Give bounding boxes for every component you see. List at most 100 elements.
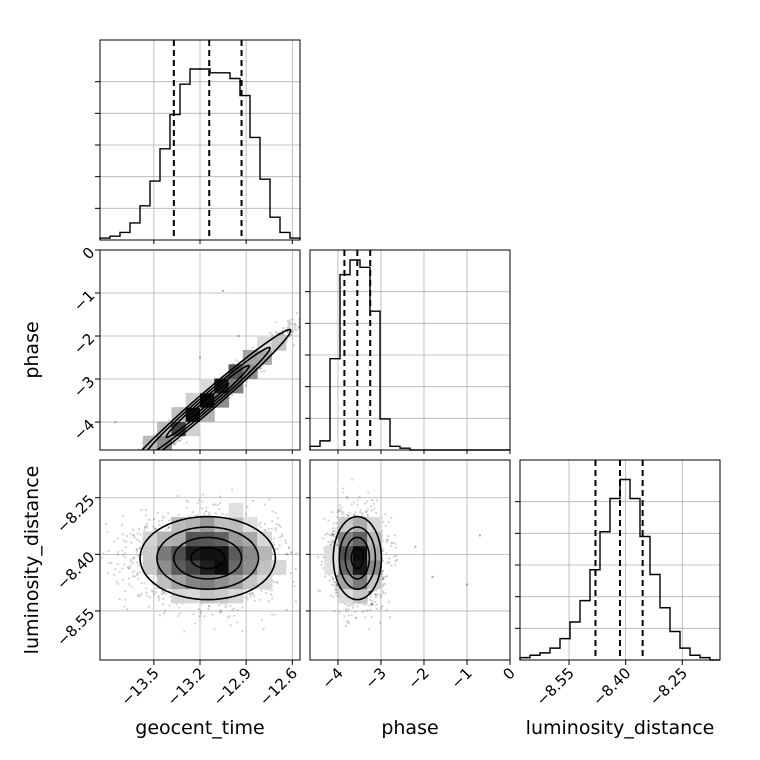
sample-point [242,588,246,591]
sample-point [113,480,115,482]
sample-point [128,577,131,580]
sample-point [131,455,133,457]
sample-point [129,468,131,470]
sample-point [122,554,125,557]
sample-point [136,455,138,457]
sample-point [286,330,289,333]
sample-point [129,532,132,535]
scatter-content [100,488,300,633]
sample-point [288,546,291,550]
sample-point [142,464,144,466]
sample-point [135,463,137,465]
sample-point [295,328,298,332]
sample-point [196,501,199,504]
sample-point [272,581,275,584]
scatter-panel-geocent_time-luminosity_distance [99,459,301,661]
sample-point [143,582,146,585]
sample-point [105,488,107,490]
sample-point [130,464,132,466]
sample-point [124,598,127,601]
sample-point [142,453,144,455]
sample-point [187,500,190,503]
sample-point [265,591,268,595]
sample-point [315,306,317,308]
sample-point [120,485,122,487]
sample-point [259,366,262,369]
sample-point [213,503,217,506]
sample-point [136,554,140,557]
sample-point [130,470,132,472]
sample-point [128,463,130,465]
sample-point [145,451,147,453]
hist-panel-luminosity_distance [515,459,721,661]
sample-point [156,511,160,515]
sample-point [139,469,141,471]
sample-point [143,460,145,462]
sample-point [123,473,125,475]
sample-point [142,464,144,466]
sample-point [104,482,106,484]
sample-point [139,533,142,536]
sample-point [143,456,145,458]
sample-point [168,519,171,522]
sample-point [218,603,221,607]
sample-point [296,311,299,315]
sample-point [131,465,133,467]
sample-point [152,517,155,520]
sample-point [258,523,261,526]
sample-point [123,461,125,463]
sample-point [258,367,261,371]
sample-point [275,523,278,526]
sample-point [322,299,324,301]
sample-point [121,578,125,581]
sample-point [198,498,201,502]
sample-point [274,529,277,532]
sample-point [150,453,152,455]
sample-point [146,594,149,597]
sample-point [120,480,122,482]
sample-point [116,582,120,585]
sample-point [192,613,195,616]
sample-point [132,557,135,560]
sample-point [147,456,149,458]
sample-point [154,527,157,530]
sample-point [271,520,274,523]
sample-point [284,539,287,542]
sample-point [331,286,333,288]
sample-point [221,513,224,516]
sample-point [124,590,127,593]
sample-point [162,516,166,519]
sample-point [149,455,151,457]
sample-point [213,628,216,631]
sample-point [178,612,182,615]
sample-point [295,552,298,555]
sample-point [127,468,129,470]
sample-point [137,462,139,464]
sample-point [271,597,274,600]
sample-point [109,487,111,489]
sample-point [146,453,148,455]
sample-point [201,507,204,510]
sample-point [121,480,123,482]
sample-point [126,474,128,476]
sample-point [145,454,147,456]
sample-point [110,485,112,487]
sample-point [168,526,171,529]
sample-point [121,483,123,485]
sample-point [312,316,314,318]
sample-point [124,479,126,481]
sample-point [260,370,263,373]
sample-point [288,325,291,328]
sample-point [292,580,295,583]
sample-point [117,550,120,554]
sample-point [121,533,124,536]
sample-point [135,548,139,551]
sample-point [275,580,278,583]
sample-point [287,323,290,326]
sample-point [303,317,305,319]
sample-point [130,541,133,544]
sample-point [127,567,130,570]
sample-point [315,313,317,315]
sample-point [201,493,205,496]
sample-point [124,464,126,466]
